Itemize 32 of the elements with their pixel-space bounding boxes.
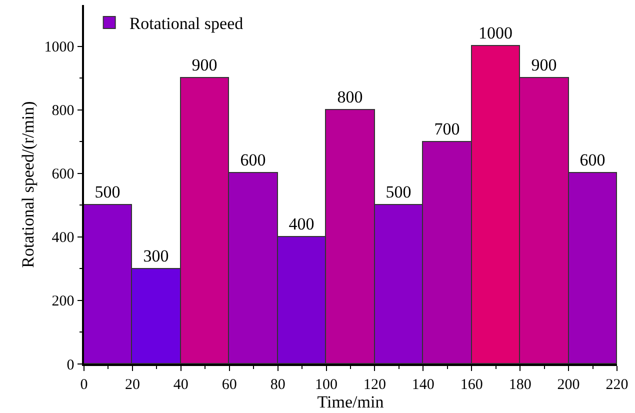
y-tick-label: 0 xyxy=(66,357,74,374)
y-tick-label: 800 xyxy=(52,103,74,120)
x-tick-label: 220 xyxy=(606,376,628,393)
y-tick-label: 200 xyxy=(52,294,74,310)
x-tick-label: 200 xyxy=(557,376,580,393)
data-label: 600 xyxy=(580,150,606,170)
x-tick-label: 100 xyxy=(315,376,338,393)
y-axis-title: Rotational speed/(r/min) xyxy=(18,101,38,268)
x-tick-label: 140 xyxy=(412,376,434,393)
y-tick-label: 1000 xyxy=(44,40,74,56)
data-label: 900 xyxy=(531,56,557,74)
y-tick-label: 400 xyxy=(52,230,74,246)
data-label: 900 xyxy=(192,56,218,74)
y-tick-label: 600 xyxy=(52,166,74,183)
x-tick-label: 0 xyxy=(80,376,88,393)
data-label: 1000 xyxy=(478,24,512,42)
data-label: 500 xyxy=(386,182,412,202)
data-label: 700 xyxy=(434,120,460,138)
data-label: 600 xyxy=(240,150,266,170)
x-tick-label: 80 xyxy=(270,376,286,393)
x-tick-label: 180 xyxy=(508,376,532,393)
data-label: 500 xyxy=(94,182,120,202)
x-tick-label: 60 xyxy=(222,376,237,393)
x-tick-label: 40 xyxy=(173,376,188,393)
data-label: 400 xyxy=(288,214,314,234)
data-label: 800 xyxy=(337,88,363,106)
x-tick-label: 20 xyxy=(124,376,140,393)
x-tick-label: 160 xyxy=(460,376,483,393)
x-axis-title: Time/min xyxy=(317,392,384,412)
legend-label: Rotational speed xyxy=(129,14,244,34)
x-tick-label: 120 xyxy=(363,376,386,393)
data-label: 300 xyxy=(143,246,169,266)
